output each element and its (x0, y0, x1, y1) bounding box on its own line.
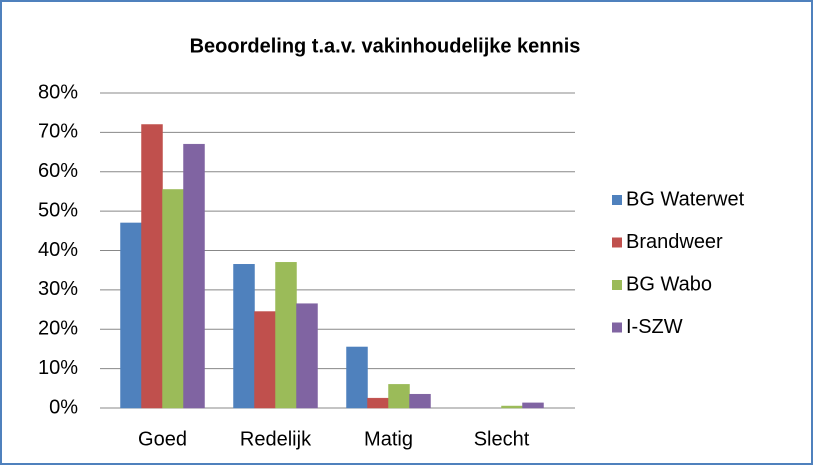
legend-swatch (612, 195, 622, 205)
legend-label: BG Waterwet (626, 188, 745, 210)
legend-swatch (612, 280, 622, 290)
bar (367, 397, 389, 409)
y-tick-label: 0% (49, 396, 78, 418)
bar (388, 384, 410, 409)
legend-label: I-SZW (626, 316, 683, 338)
legend-swatch (612, 322, 622, 333)
x-tick-label: Slecht (474, 428, 530, 450)
y-tick-label: 20% (38, 318, 78, 340)
x-tick-label: Goed (138, 428, 187, 450)
bar (254, 311, 276, 409)
chart-title: Beoordeling t.a.v. vakinhoudelijke kenni… (190, 35, 581, 57)
bar (501, 405, 523, 409)
bar (162, 189, 184, 409)
legend-label: BG Wabo (626, 273, 712, 295)
y-tick-label: 80% (38, 81, 78, 103)
bar (141, 124, 163, 409)
bar (120, 222, 142, 409)
x-tick-label: Matig (364, 428, 413, 450)
x-tick-label: Redelijk (240, 428, 312, 450)
bar (296, 303, 318, 409)
legend-label: Brandweer (626, 231, 723, 253)
y-tick-label: 10% (38, 357, 78, 379)
y-tick-label: 70% (38, 121, 78, 143)
y-tick-label: 30% (38, 278, 78, 300)
y-tick-label: 60% (38, 160, 78, 182)
bar (183, 143, 205, 409)
y-tick-label: 50% (38, 199, 78, 221)
legend-swatch (612, 237, 622, 248)
bar (275, 262, 297, 409)
bar (346, 346, 368, 409)
bar (522, 402, 544, 409)
bar (233, 264, 255, 409)
bar (409, 393, 431, 409)
y-tick-label: 40% (38, 239, 78, 261)
